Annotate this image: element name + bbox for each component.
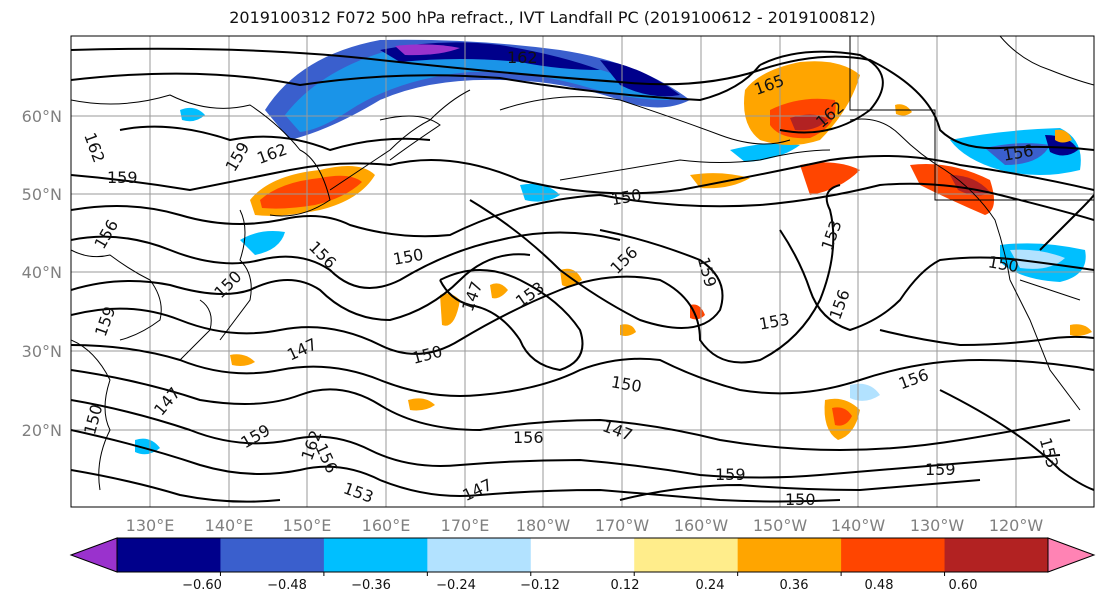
lon-label: 180°W [516,516,571,535]
colorbar-tick-label: −0.48 [267,578,307,593]
lon-label: 170°W [595,516,650,535]
lon-label: 130°E [126,516,175,535]
lat-label: 50°N [22,185,62,204]
lon-label: 130°W [910,516,965,535]
colorbar-tick-marks [219,572,946,576]
lon-label: 170°E [441,516,490,535]
colorbar-segment [530,538,635,572]
lon-label: 140°W [831,516,886,535]
map-title: 2019100312 F072 500 hPa refract., IVT La… [229,8,876,27]
colorbar-frame [116,537,1049,573]
colorbar-segments [117,538,1049,572]
lon-label: 120°W [989,516,1044,535]
contour-label: 156 [513,428,544,447]
latitude-labels: 60°N 50°N 40°N 30°N 20°N [22,107,62,440]
negative-anomaly-shading [135,39,1086,455]
map-frame [70,35,1095,508]
colorbar-tick-label: 0.48 [865,578,894,593]
colorbar-tick-label: −0.12 [520,578,560,593]
contour-label: 159 [715,465,746,484]
colorbar-segment [944,538,1049,572]
contour-label: 159 [925,460,956,479]
colorbar-tick-label: −0.60 [182,578,222,593]
longitude-labels: 130°E 140°E 150°E 160°E 170°E 180°W 170°… [126,516,1044,535]
contour-label: 162 [507,48,538,67]
colorbar-tick-label: −0.24 [436,578,476,593]
colorbar-segment [427,538,532,572]
lat-label: 40°N [22,263,62,282]
colorbar-segment [841,538,946,572]
contour-label: 150 [785,490,816,509]
colorbar-segment [634,538,739,572]
colorbar-tick-label: 0.12 [611,578,640,593]
colorbar-tick-label: −0.36 [351,578,391,593]
coastlines [71,36,1094,491]
lon-label: 150°W [753,516,808,535]
height-contours [71,47,1094,503]
colorbar-tick-label: 0.36 [780,578,809,593]
colorbar-extend-min [69,537,118,573]
colorbar-segment [323,538,428,572]
lon-label: 150°E [283,516,332,535]
colorbar-segment [117,538,221,572]
lat-label: 60°N [22,107,62,126]
contour-label: 159 [107,168,138,187]
colorbar-tick-label: 0.24 [696,578,725,593]
map-content: 162 165 162 162 159 162 156 159 156 150 … [71,36,1094,509]
colorbar-segment [737,538,842,572]
colorbar-extend-max [1047,537,1096,573]
colorbar-tick-label: 0.60 [949,578,978,593]
lat-label: 30°N [22,342,62,361]
lon-label: 160°E [362,516,411,535]
lon-label: 160°W [674,516,729,535]
colorbar-segment [220,538,325,572]
lat-label: 20°N [22,421,62,440]
lon-label: 140°E [205,516,254,535]
colorbar: −0.60 −0.48 −0.36 −0.24 −0.12 0.12 0.24 … [69,537,1096,593]
colorbar-tick-labels: −0.60 −0.48 −0.36 −0.24 −0.12 0.12 0.24 … [182,578,977,593]
